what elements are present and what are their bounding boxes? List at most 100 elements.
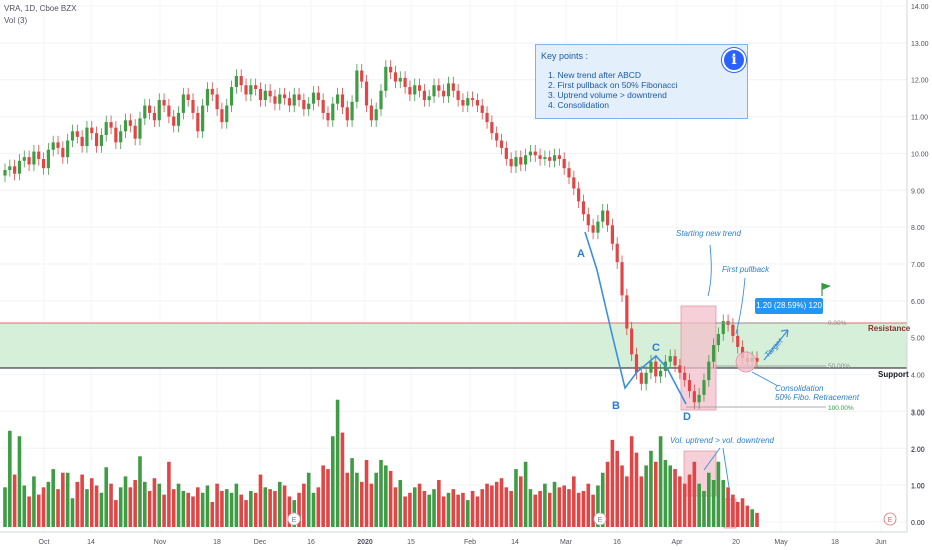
candle bbox=[157, 93, 161, 127]
earnings-markers[interactable]: E E E bbox=[287, 512, 897, 526]
volume-bar bbox=[398, 480, 403, 527]
candle bbox=[8, 159, 12, 177]
volume-bar bbox=[273, 490, 277, 527]
time-tick-label: 16 bbox=[307, 539, 315, 546]
volume-header: Vol (3) bbox=[4, 16, 28, 25]
time-tick-label: Mar bbox=[560, 539, 573, 546]
volume-bar bbox=[412, 487, 417, 527]
candle bbox=[32, 144, 36, 172]
volume-bar bbox=[196, 487, 200, 527]
volume-bar bbox=[518, 476, 523, 527]
volume-bar bbox=[80, 474, 84, 527]
candle bbox=[461, 93, 465, 113]
candle bbox=[268, 84, 272, 103]
volume-bar bbox=[461, 492, 465, 527]
volume-bar bbox=[480, 489, 485, 527]
candle bbox=[615, 237, 619, 269]
volume-bar bbox=[514, 469, 518, 527]
candle bbox=[475, 93, 480, 113]
vol-note-arrow-left bbox=[703, 447, 721, 471]
volume-bar bbox=[17, 436, 22, 527]
candle bbox=[282, 87, 287, 105]
candle bbox=[123, 113, 128, 138]
volume-tick-label: 3.00 bbox=[911, 411, 925, 418]
candle bbox=[109, 115, 113, 135]
candle bbox=[292, 87, 296, 113]
point-b-label: B bbox=[612, 400, 620, 412]
candle bbox=[480, 98, 484, 120]
candle bbox=[66, 133, 70, 164]
time-tick-label: Nov bbox=[154, 539, 167, 546]
candle bbox=[649, 355, 653, 380]
candle bbox=[634, 347, 639, 380]
candle bbox=[152, 106, 157, 127]
volume-bar bbox=[162, 494, 166, 527]
volume-bar bbox=[735, 501, 740, 527]
volume-bar bbox=[253, 492, 258, 527]
candle bbox=[731, 318, 735, 343]
key-point-3: 3. Uptrend volume > downtrend bbox=[548, 90, 667, 100]
volume-bar bbox=[244, 500, 248, 527]
candle bbox=[167, 98, 171, 124]
price-tick-label: 14.00 bbox=[911, 4, 929, 11]
candle bbox=[99, 128, 104, 153]
volume-bar bbox=[152, 478, 157, 527]
volume-bar bbox=[552, 481, 557, 527]
candle bbox=[94, 126, 99, 153]
volume-bar bbox=[644, 465, 648, 527]
flag-icon bbox=[821, 283, 831, 296]
volume-bar bbox=[234, 483, 239, 527]
volume-bar bbox=[456, 494, 460, 527]
candle bbox=[408, 80, 412, 102]
volume-bar bbox=[32, 476, 36, 527]
measure-label[interactable]: 1.20 (28.59%) 120 bbox=[755, 298, 823, 314]
resistance-label: Resistance bbox=[868, 324, 911, 333]
candle bbox=[56, 135, 60, 155]
volume-bar bbox=[205, 485, 210, 527]
volume-tick-label: 2.00 bbox=[911, 447, 925, 454]
point-d-label: D bbox=[683, 411, 691, 423]
volume-bar bbox=[572, 476, 576, 527]
candle bbox=[249, 78, 253, 102]
candle bbox=[61, 141, 65, 164]
volume-bar bbox=[716, 461, 721, 527]
volume-bar bbox=[422, 490, 427, 527]
candle bbox=[37, 144, 41, 166]
candle bbox=[350, 95, 354, 127]
candle bbox=[548, 150, 552, 168]
volume-bar bbox=[89, 478, 94, 527]
earnings-marker-3[interactable]: E bbox=[888, 517, 893, 524]
candle bbox=[658, 364, 663, 384]
volume-bar bbox=[509, 490, 513, 527]
volume-bar bbox=[596, 485, 600, 527]
candle bbox=[470, 91, 475, 107]
earnings-marker-2[interactable]: E bbox=[598, 517, 603, 524]
volume-bar bbox=[379, 459, 383, 527]
volume-bar bbox=[36, 494, 41, 527]
volume-bar bbox=[755, 512, 759, 527]
candle bbox=[379, 84, 383, 116]
candle bbox=[586, 207, 590, 232]
consolidation-label: Consolidation bbox=[775, 384, 824, 393]
candle bbox=[533, 144, 537, 162]
first-pullback-label: First pullback bbox=[722, 265, 770, 274]
candle bbox=[678, 358, 682, 380]
candle bbox=[610, 218, 614, 251]
volume-bar bbox=[702, 490, 706, 527]
candle bbox=[13, 159, 17, 181]
volume-bar bbox=[605, 461, 610, 527]
fib-100-label: 100.00% bbox=[828, 405, 854, 412]
volume-bar bbox=[523, 461, 528, 527]
candle bbox=[297, 87, 301, 107]
earnings-marker-1[interactable]: E bbox=[292, 517, 297, 524]
volume-bar bbox=[538, 490, 542, 527]
volume-bar bbox=[581, 490, 586, 527]
volume-bar bbox=[504, 487, 509, 527]
candle bbox=[509, 152, 513, 173]
candle bbox=[302, 93, 306, 116]
volume-bar bbox=[750, 509, 754, 527]
volume-bar bbox=[263, 487, 268, 527]
candle bbox=[716, 327, 721, 352]
volume-bar bbox=[109, 483, 113, 527]
